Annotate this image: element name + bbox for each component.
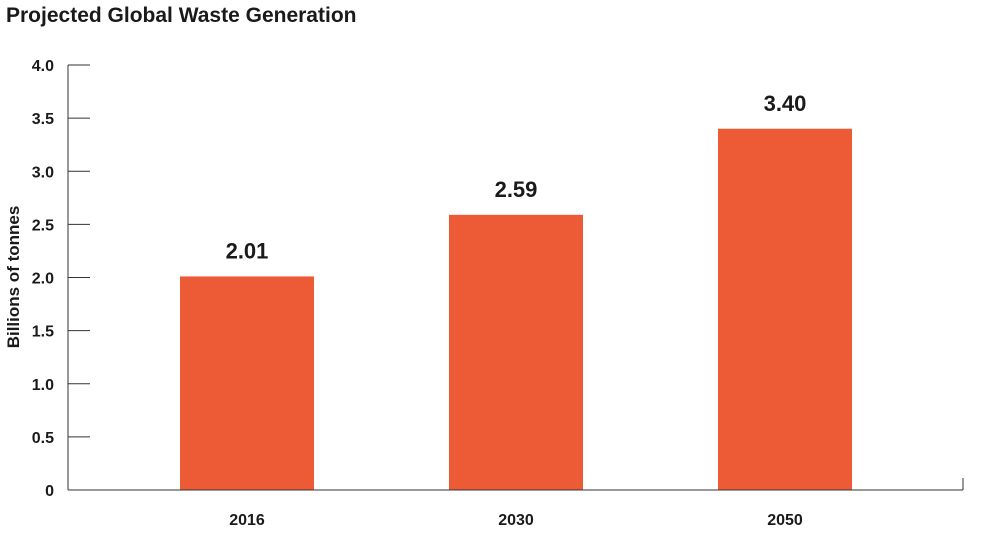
y-tick-label: 2.0 xyxy=(32,271,54,288)
y-tick-label: 2.5 xyxy=(32,217,54,234)
bar xyxy=(180,276,314,490)
y-tick-label: 0.5 xyxy=(32,430,54,447)
y-tick-label: 1.0 xyxy=(32,377,54,394)
y-tick-label: 4.0 xyxy=(32,58,54,75)
x-tick-label: 2030 xyxy=(498,512,534,529)
bars: 2.01 2.59 3.40 xyxy=(180,91,852,490)
y-axis-ticks: 0 0.5 1.0 1.5 2.0 2.5 3.0 3.5 4.0 xyxy=(32,58,90,500)
bar xyxy=(449,214,583,490)
data-label: 2.01 xyxy=(226,238,269,263)
y-tick-label: 3.0 xyxy=(32,164,54,181)
x-tick-label: 2050 xyxy=(767,512,803,529)
x-tick-label: 2016 xyxy=(229,512,265,529)
data-label: 3.40 xyxy=(764,91,807,116)
y-tick-label: 1.5 xyxy=(32,324,54,341)
y-tick-label: 0 xyxy=(45,483,54,500)
data-label: 2.59 xyxy=(495,177,538,202)
chart-title: Projected Global Waste Generation xyxy=(6,4,357,27)
axes xyxy=(67,65,964,491)
x-axis-ticks: 2016 2030 2050 xyxy=(229,512,803,529)
bar xyxy=(718,128,852,490)
y-tick-label: 3.5 xyxy=(32,111,54,128)
